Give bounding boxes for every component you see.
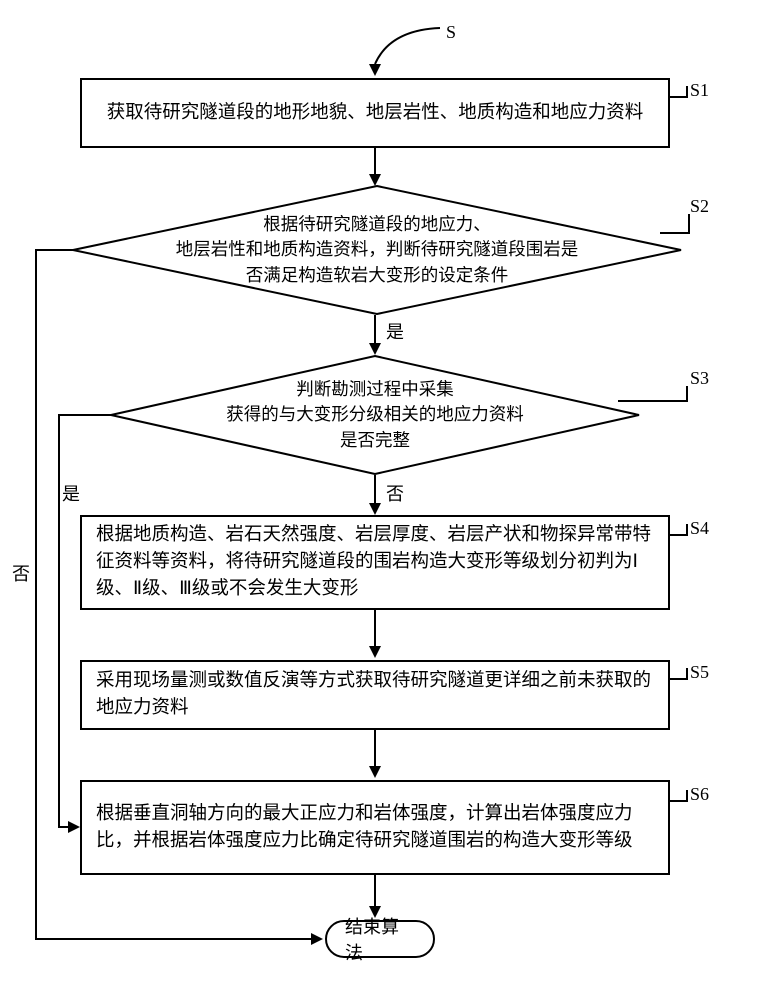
edge-s3-yes-v bbox=[58, 414, 60, 827]
node-s5: 采用现场量测或数值反演等方式获取待研究隧道更详细之前未获取的地应力资料 bbox=[80, 660, 670, 730]
lbl-s1-line2 bbox=[686, 86, 688, 98]
edge-s5-s6 bbox=[374, 730, 376, 768]
edge-s2-no-v bbox=[35, 249, 37, 939]
label-s6: S6 bbox=[690, 784, 709, 805]
label-s4: S4 bbox=[690, 518, 709, 539]
node-s2: 根据待研究隧道段的地应力、 地层岩性和地质构造资料，判断待研究隧道段围岩是 否满… bbox=[72, 185, 682, 315]
edge-s3-s4 bbox=[374, 475, 376, 505]
node-s4: 根据地质构造、岩石天然强度、岩层厚度、岩层产状和物探异常带特征资料等资料，将待研… bbox=[80, 515, 670, 610]
label-s3: S3 bbox=[690, 368, 709, 389]
label-s1: S1 bbox=[690, 80, 709, 101]
node-s1: 获取待研究隧道段的地形地貌、地层岩性、地质构造和地应力资料 bbox=[80, 78, 670, 148]
edge-s3-s4-head bbox=[369, 503, 381, 515]
edge-s1-s2 bbox=[374, 148, 376, 176]
edge-s2-no-h2 bbox=[35, 938, 313, 940]
label-s2: S2 bbox=[690, 196, 709, 217]
flowchart-canvas: 获取待研究隧道段的地形地貌、地层岩性、地质构造和地应力资料 根据待研究隧道段的地… bbox=[0, 0, 775, 1000]
edge-s3-yes-h1 bbox=[58, 414, 112, 416]
node-s2-text: 根据待研究隧道段的地应力、 地层岩性和地质构造资料，判断待研究隧道段围岩是 否满… bbox=[176, 212, 579, 288]
node-s3: 判断勘测过程中采集 获得的与大变形分级相关的地应力资料 是否完整 bbox=[110, 355, 640, 475]
lbl-s2-line bbox=[660, 232, 690, 234]
lbl-s6-line2 bbox=[686, 790, 688, 802]
edge-s2-s3 bbox=[374, 315, 376, 345]
node-s1-text: 获取待研究隧道段的地形地貌、地层岩性、地质构造和地应力资料 bbox=[107, 100, 644, 127]
lbl-s4-line2 bbox=[686, 524, 688, 536]
node-s6: 根据垂直洞轴方向的最大正应力和岩体强度，计算出岩体强度应力比，并根据岩体强度应力… bbox=[80, 780, 670, 875]
lbl-s3-line2 bbox=[686, 386, 688, 402]
start-arrow bbox=[290, 20, 450, 78]
label-s5: S5 bbox=[690, 662, 709, 683]
edge-s2-s3-head bbox=[369, 343, 381, 355]
node-s6-text: 根据垂直洞轴方向的最大正应力和岩体强度，计算出岩体强度应力比，并根据岩体强度应力… bbox=[96, 801, 654, 855]
edge-label-s3-no: 否 bbox=[386, 480, 404, 506]
node-s5-text: 采用现场量测或数值反演等方式获取待研究隧道更详细之前未获取的地应力资料 bbox=[96, 668, 654, 722]
edge-s3-yes-head bbox=[68, 821, 80, 833]
edge-label-s2-no: 否 bbox=[12, 560, 30, 586]
edge-s4-s5-head bbox=[369, 646, 381, 658]
edge-s5-s6-head bbox=[369, 766, 381, 778]
edge-s6-end bbox=[374, 875, 376, 908]
lbl-s3-line bbox=[618, 400, 688, 402]
edge-s2-no-h1 bbox=[35, 249, 74, 251]
node-s4-text: 根据地质构造、岩石天然强度、岩层厚度、岩层产状和物探异常带特征资料等资料，将待研… bbox=[96, 522, 654, 602]
node-end-text: 结束算法 bbox=[345, 913, 415, 965]
node-end: 结束算法 bbox=[325, 920, 435, 958]
lbl-s2-line2 bbox=[688, 214, 690, 234]
edge-s2-no-head bbox=[311, 933, 323, 945]
label-s: S bbox=[446, 22, 456, 43]
lbl-s5-line2 bbox=[686, 668, 688, 680]
edge-label-s3-yes: 是 bbox=[62, 480, 80, 506]
edge-label-s2-yes: 是 bbox=[386, 318, 404, 344]
node-s3-text: 判断勘测过程中采集 获得的与大变形分级相关的地应力资料 是否完整 bbox=[226, 377, 524, 453]
edge-s4-s5 bbox=[374, 610, 376, 648]
